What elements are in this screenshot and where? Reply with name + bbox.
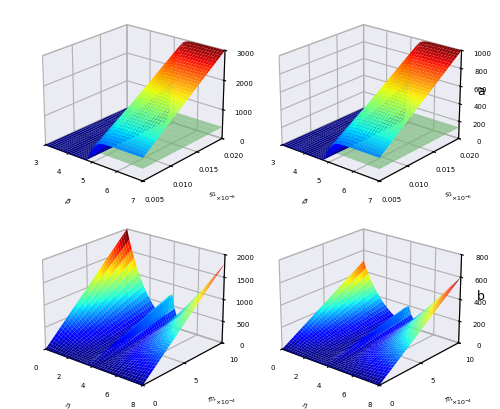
Text: b: b: [477, 289, 485, 302]
Text: $\times 10^{-6}$: $\times 10^{-6}$: [452, 193, 473, 202]
Y-axis label: $s_2$: $s_2$: [444, 189, 456, 201]
X-axis label: $\eta$: $\eta$: [300, 399, 308, 409]
Y-axis label: $s_2$: $s_2$: [208, 189, 219, 201]
Y-axis label: $\pi_1$: $\pi_1$: [444, 393, 456, 405]
Text: $\times 10^{-6}$: $\times 10^{-6}$: [215, 193, 236, 202]
Text: $\times 10^{-4}$: $\times 10^{-4}$: [452, 397, 473, 406]
Y-axis label: $\pi_1$: $\pi_1$: [207, 393, 219, 405]
Text: $\times 10^{-4}$: $\times 10^{-4}$: [215, 397, 236, 406]
X-axis label: $\eta$: $\eta$: [63, 399, 72, 409]
X-axis label: $\beta$: $\beta$: [300, 195, 309, 207]
X-axis label: $\beta$: $\beta$: [63, 195, 72, 207]
Text: a: a: [477, 85, 485, 98]
